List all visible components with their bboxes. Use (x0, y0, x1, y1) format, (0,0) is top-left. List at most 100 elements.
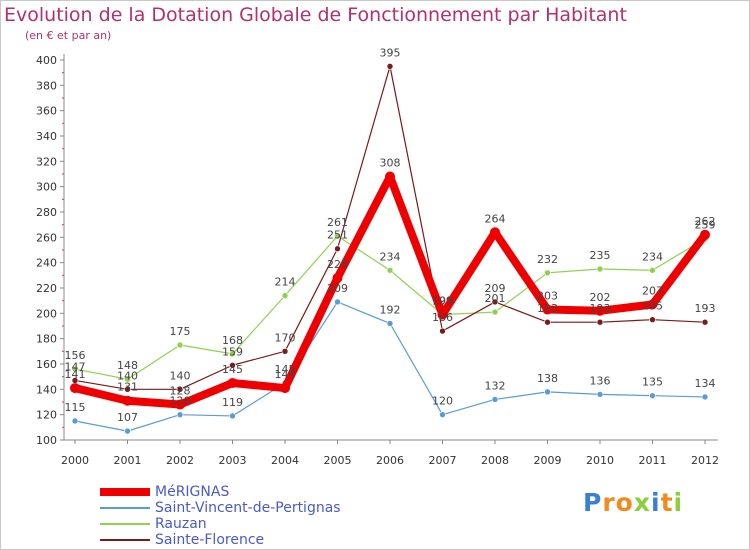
logo-letter: i (673, 488, 684, 517)
data-label: 199 (432, 295, 453, 308)
data-label: 207 (642, 284, 663, 297)
x-tick-label: 2007 (429, 454, 457, 467)
y-tick-label: 300 (36, 181, 57, 194)
data-point (491, 298, 499, 306)
y-tick-label: 100 (36, 434, 57, 447)
chart-subtitle: (en € et par an) (25, 29, 112, 42)
y-tick-label: 380 (36, 79, 57, 92)
legend-swatch (100, 523, 150, 525)
logo-letter: x (633, 488, 651, 517)
data-point (227, 378, 238, 388)
logo-letter: P (583, 488, 603, 517)
x-tick-label: 2005 (324, 454, 352, 467)
data-label: 138 (537, 372, 558, 385)
data-label: 136 (590, 374, 611, 387)
data-point (649, 392, 656, 399)
data-label: 262 (695, 215, 716, 228)
data-label: 261 (327, 216, 348, 229)
data-label: 228 (327, 258, 348, 271)
data-point (386, 63, 394, 70)
y-tick-label: 140 (36, 383, 57, 396)
data-label: 141 (65, 368, 86, 381)
data-point (176, 411, 184, 418)
x-tick-label: 2008 (481, 454, 509, 467)
data-label: 308 (380, 157, 401, 170)
data-label: 232 (537, 253, 558, 266)
data-label: 120 (170, 395, 191, 408)
data-label: 115 (65, 401, 86, 414)
y-tick-label: 260 (36, 231, 57, 244)
legend-label: Sainte-Florence (155, 532, 265, 548)
data-label: 120 (432, 395, 453, 408)
data-point (596, 265, 604, 273)
data-label: 202 (590, 291, 611, 304)
logo-letter: r (602, 488, 616, 517)
data-point (122, 395, 133, 406)
data-point (281, 292, 289, 299)
data-label: 214 (275, 276, 296, 289)
data-point (542, 304, 553, 315)
data-point (281, 348, 289, 355)
data-label: 145 (275, 363, 296, 376)
x-tick-label: 2009 (534, 454, 562, 467)
data-label: 168 (222, 334, 243, 347)
data-label: 145 (222, 363, 243, 376)
data-point (491, 308, 499, 316)
y-tick-label: 120 (36, 409, 57, 422)
x-tick-label: 2004 (271, 454, 299, 467)
y-tick-label: 200 (36, 307, 57, 320)
y-tick-label: 320 (36, 155, 57, 168)
data-label: 175 (170, 325, 191, 338)
data-point (647, 299, 658, 310)
logo-letter: i (651, 488, 661, 517)
data-label: 140 (117, 369, 138, 382)
data-point (124, 386, 131, 393)
data-label: 186 (432, 311, 453, 324)
data-point (386, 320, 394, 327)
data-point (491, 396, 499, 403)
data-label: 148 (117, 359, 138, 372)
data-point (596, 391, 604, 398)
data-point (229, 350, 236, 358)
data-label: 141 (275, 368, 296, 381)
data-label: 170 (275, 331, 296, 344)
data-point (70, 383, 80, 394)
data-point (71, 417, 79, 425)
y-tick-label: 220 (36, 282, 57, 295)
data-label: 259 (695, 219, 716, 232)
legend-swatch (100, 488, 150, 496)
legend-swatch (100, 507, 150, 509)
data-label: 128 (170, 385, 191, 398)
x-tick-label: 2001 (114, 454, 142, 467)
x-tick-label: 2002 (166, 454, 194, 467)
data-point (124, 375, 131, 383)
data-label: 132 (485, 379, 506, 392)
data-point (124, 427, 131, 435)
data-label: 201 (485, 292, 506, 305)
y-tick-label: 280 (36, 206, 57, 219)
data-point (280, 383, 290, 394)
data-point (175, 399, 185, 410)
data-label: 209 (327, 282, 348, 295)
data-point (229, 361, 236, 369)
data-label: 193 (695, 302, 716, 315)
data-point (439, 411, 446, 418)
data-label: 140 (170, 369, 191, 382)
data-point (544, 269, 551, 277)
legend-swatch (100, 539, 150, 541)
data-label: 199 (432, 295, 453, 308)
x-tick-label: 2010 (586, 454, 614, 467)
data-point (334, 245, 341, 253)
data-point (385, 171, 395, 182)
data-point (544, 388, 551, 396)
y-tick-label: 400 (36, 54, 57, 67)
data-label: 234 (380, 250, 401, 263)
data-label: 395 (380, 46, 401, 59)
data-point (490, 227, 500, 238)
data-point (439, 327, 446, 335)
series-line-3 (74, 65, 706, 390)
data-label: 134 (695, 377, 716, 390)
data-label: 193 (590, 302, 611, 315)
